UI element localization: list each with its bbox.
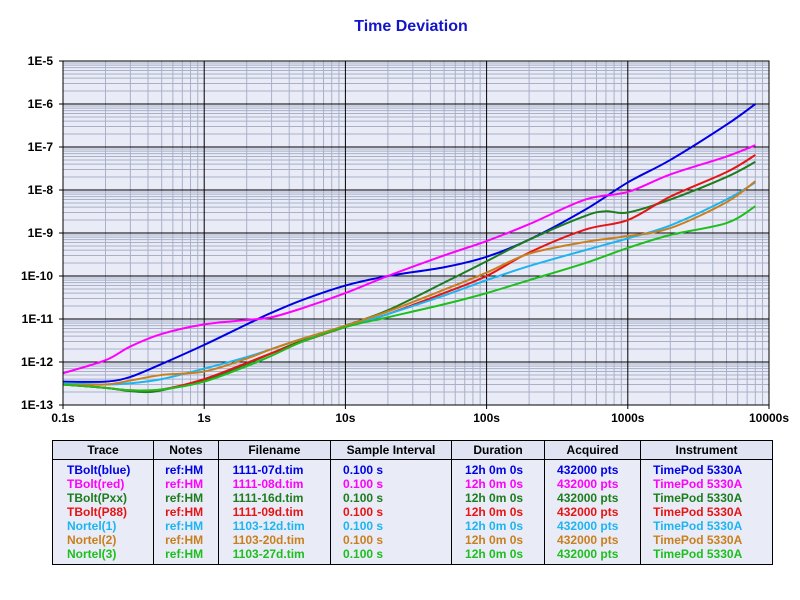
series-line-nortel-2: [62, 180, 756, 386]
legend-row: Nortel(3) ref:HM 1103-27d.tim 0.100 s 12h 0m…: [51, 547, 773, 565]
legend-cell-acquired: 432000 pts: [544, 505, 642, 519]
legend-cell-interval: 0.100 s: [330, 491, 453, 505]
legend-cell-filename: 1111-09d.tim: [217, 505, 332, 519]
x-tick-label: 0.1s: [51, 411, 75, 425]
x-tick-label: 10s: [335, 411, 355, 425]
legend-cell-interval: 0.100 s: [330, 459, 453, 477]
legend-cell-instrument: TimePod 5330A: [640, 533, 773, 547]
legend-cell-acquired: 432000 pts: [544, 459, 642, 477]
legend-cell-acquired: 432000 pts: [544, 477, 642, 491]
legend-cell-duration: 12h 0m 0s: [451, 459, 546, 477]
series-line-tbolt-red: [62, 144, 756, 375]
legend-cell-interval: 0.100 s: [330, 477, 453, 491]
legend-cell-filename: 1111-16d.tim: [217, 491, 332, 505]
legend-cell-interval: 0.100 s: [330, 505, 453, 519]
legend-cell-notes: ref:HM: [153, 533, 219, 547]
legend-cell-notes: ref:HM: [153, 547, 219, 565]
legend-cell-instrument: TimePod 5330A: [640, 459, 773, 477]
legend-cell-duration: 12h 0m 0s: [451, 477, 546, 491]
plot-area: 0.1s 1s 10s 100s 1000s 10000s 1E-13 1E-12 1E-11…: [21, 54, 789, 425]
legend-cell-instrument: TimePod 5330A: [640, 547, 773, 565]
legend-cell-duration: 12h 0m 0s: [451, 505, 546, 519]
legend-cell-trace: Nortel(2): [51, 533, 155, 547]
legend-row: TBolt(Pxx) ref:HM 1111-16d.tim 0.100 s 12h 0…: [51, 491, 773, 505]
legend-row: TBolt(red) ref:HM 1111-08d.tim 0.100 s 12h 0…: [51, 477, 773, 491]
legend-cell-interval: 0.100 s: [330, 519, 453, 533]
y-tick-label: 1E-9: [28, 226, 54, 240]
legend-cell-notes: ref:HM: [153, 491, 219, 505]
legend-cell-interval: 0.100 s: [330, 547, 453, 565]
legend-cell-acquired: 432000 pts: [544, 547, 642, 565]
legend-cell-trace: TBolt(Pxx): [51, 491, 155, 505]
series-line-tbolt-blue: [62, 103, 756, 383]
y-tick-label: 1E-6: [28, 97, 54, 111]
series-line-nortel-3: [62, 205, 756, 392]
legend-header-trace: Trace: [51, 440, 155, 460]
legend-cell-filename: 1103-27d.tim: [217, 547, 332, 565]
legend-cell-notes: ref:HM: [153, 519, 219, 533]
legend-cell-duration: 12h 0m 0s: [451, 519, 546, 533]
legend-cell-duration: 12h 0m 0s: [451, 491, 546, 505]
legend-cell-filename: 1103-12d.tim: [217, 519, 332, 533]
y-tick-label: 1E-10: [21, 269, 53, 283]
legend-cell-trace: TBolt(P88): [51, 505, 155, 519]
legend-cell-notes: ref:HM: [153, 477, 219, 491]
legend-cell-trace: TBolt(red): [51, 477, 155, 491]
legend-cell-acquired: 432000 pts: [544, 491, 642, 505]
legend-cell-interval: 0.100 s: [330, 533, 453, 547]
legend-cell-instrument: TimePod 5330A: [640, 491, 773, 505]
legend-header-duration: Duration: [451, 440, 546, 460]
chart-title: Time Deviation: [354, 18, 468, 35]
legend-cell-notes: ref:HM: [153, 459, 219, 477]
legend-cell-trace: TBolt(blue): [51, 459, 155, 477]
x-tick-label: 100s: [473, 411, 500, 425]
x-tick-label: 1s: [198, 411, 212, 425]
legend-cell-filename: 1103-20d.tim: [217, 533, 332, 547]
legend-header-row: Trace Notes Filename Sample Interval Dur…: [51, 440, 773, 460]
legend-cell-duration: 12h 0m 0s: [451, 547, 546, 565]
legend-cell-trace: Nortel(1): [51, 519, 155, 533]
legend-header-instrument: Instrument: [640, 440, 773, 460]
y-tick-label: 1E-13: [21, 398, 53, 412]
legend-cell-instrument: TimePod 5330A: [640, 519, 773, 533]
y-tick-label: 1E-12: [21, 355, 53, 369]
y-tick-label: 1E-8: [28, 183, 54, 197]
x-tick-label: 10000s: [749, 411, 789, 425]
legend-cell-instrument: TimePod 5330A: [640, 477, 773, 491]
legend-cell-acquired: 432000 pts: [544, 533, 642, 547]
legend-row: Nortel(2) ref:HM 1103-20d.tim 0.100 s 12h 0m…: [51, 533, 773, 547]
legend-table: Trace Notes Filename Sample Interval Dur…: [51, 440, 773, 565]
legend-row: TBolt(blue) ref:HM 1111-07d.tim 0.100 s 12h …: [51, 459, 773, 477]
legend-row: Nortel(1) ref:HM 1103-12d.tim 0.100 s 12h 0m…: [51, 519, 773, 533]
legend-cell-trace: Nortel(3): [51, 547, 155, 565]
legend-header-filename: Filename: [217, 440, 332, 460]
legend-header-acquired: Acquired: [544, 440, 642, 460]
legend-cell-filename: 1111-07d.tim: [217, 459, 332, 477]
legend-cell-acquired: 432000 pts: [544, 519, 642, 533]
y-tick-label: 1E-11: [22, 312, 54, 326]
y-tick-label: 1E-7: [28, 140, 54, 154]
y-tick-label: 1E-5: [28, 54, 54, 68]
legend-cell-filename: 1111-08d.tim: [217, 477, 332, 491]
series-line-nortel-1: [62, 181, 756, 386]
legend-row: TBolt(P88) ref:HM 1111-09d.tim 0.100 s 12h 0…: [51, 505, 773, 519]
x-tick-label: 1000s: [611, 411, 645, 425]
legend-header-sample-interval: Sample Interval: [330, 440, 453, 460]
legend-cell-duration: 12h 0m 0s: [451, 533, 546, 547]
legend-header-notes: Notes: [153, 440, 219, 460]
legend-cell-notes: ref:HM: [153, 505, 219, 519]
legend-cell-instrument: TimePod 5330A: [640, 505, 773, 519]
